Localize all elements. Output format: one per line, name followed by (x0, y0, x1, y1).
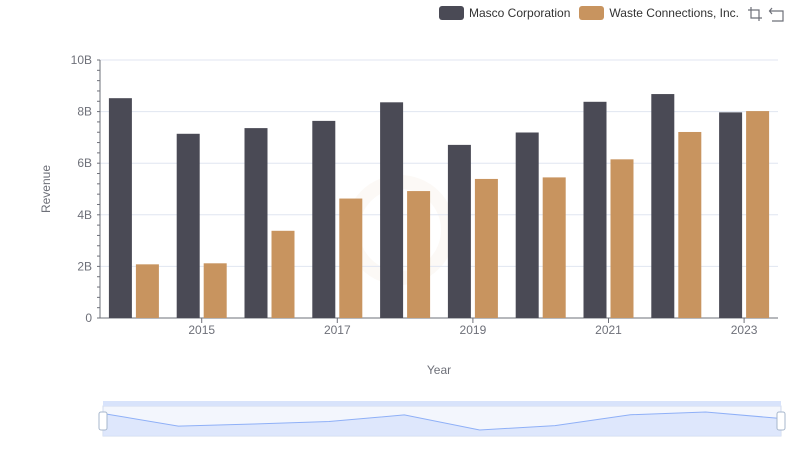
bar-waste-connections[interactable] (135, 264, 159, 318)
zoom-handle-right[interactable] (776, 411, 786, 431)
bar-waste-connections[interactable] (407, 191, 431, 318)
y-tick-label: 6B (77, 156, 92, 170)
legend-item-masco[interactable]: Masco Corporation (439, 6, 570, 20)
bar-masco[interactable] (515, 132, 539, 318)
x-tick-label: 2017 (324, 323, 351, 337)
bar-masco[interactable] (583, 101, 607, 319)
zoom-crosshair-icon[interactable] (746, 5, 764, 23)
y-tick-label: 8B (77, 105, 92, 119)
zoom-area (103, 412, 781, 436)
bar-masco[interactable] (651, 94, 675, 318)
legend-swatch-masco (439, 6, 464, 20)
y-tick-label: 0 (85, 311, 92, 325)
toolbox (746, 5, 790, 23)
bar-masco[interactable] (719, 112, 743, 319)
x-tick-label: 2019 (460, 323, 487, 337)
bar-masco[interactable] (108, 98, 132, 319)
y-tick-label: 4B (77, 208, 92, 222)
bar-waste-connections[interactable] (271, 230, 295, 318)
y-axis: 0 2B 4B 6B 8B 10B (71, 53, 101, 325)
bars (108, 94, 770, 319)
legend: Masco Corporation Waste Connections, Inc… (439, 4, 748, 22)
bar-waste-connections[interactable] (474, 178, 498, 318)
legend-swatch-waste-connections (579, 6, 605, 20)
x-tick-label: 2021 (595, 323, 622, 337)
y-tick-label: 10B (71, 53, 92, 67)
zoom-move-bar[interactable] (103, 401, 781, 406)
zoom-handle-left[interactable] (98, 411, 108, 431)
x-axis: 2015 2017 2019 2021 2023 (100, 317, 778, 337)
legend-label-masco: Masco Corporation (469, 6, 571, 20)
legend-item-waste-connections[interactable]: Waste Connections, Inc. (579, 6, 739, 20)
legend-label-waste-connections: Waste Connections, Inc. (609, 6, 740, 20)
bar-masco[interactable] (312, 120, 336, 318)
bar-masco[interactable] (447, 144, 471, 318)
bar-masco[interactable] (380, 102, 404, 318)
bar-masco[interactable] (176, 133, 200, 318)
zoom-line (102, 411, 782, 431)
bar-waste-connections[interactable] (678, 131, 702, 318)
grid-lines (100, 59, 778, 267)
bar-waste-connections[interactable] (610, 159, 634, 318)
bar-waste-connections[interactable] (203, 263, 227, 318)
bar-waste-connections[interactable] (542, 177, 566, 318)
x-axis-title: Year (427, 363, 451, 377)
x-tick-label: 2015 (188, 323, 215, 337)
bar-masco[interactable] (244, 128, 268, 318)
y-axis-title: Revenue (39, 165, 53, 213)
restore-icon[interactable] (768, 5, 786, 23)
y-tick-label: 2B (77, 259, 92, 273)
zoom-slider[interactable] (98, 401, 786, 437)
bar-waste-connections[interactable] (746, 111, 770, 318)
x-tick-label: 2023 (731, 323, 758, 337)
bar-waste-connections[interactable] (339, 198, 363, 318)
